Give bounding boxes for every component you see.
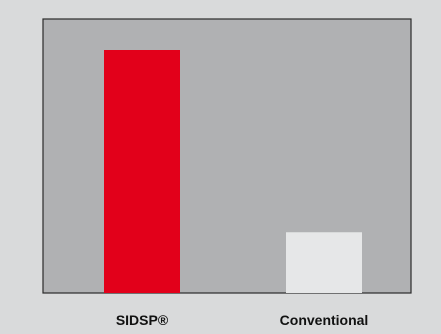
x-axis-labels: SIDSP® Conventional [116,312,369,328]
x-tick-label-sidsp: SIDSP® [116,312,169,328]
bar-conventional [286,232,362,293]
x-tick-label-conventional: Conventional [280,312,369,328]
bar-sidsp [104,50,180,293]
bars-group [104,50,362,293]
